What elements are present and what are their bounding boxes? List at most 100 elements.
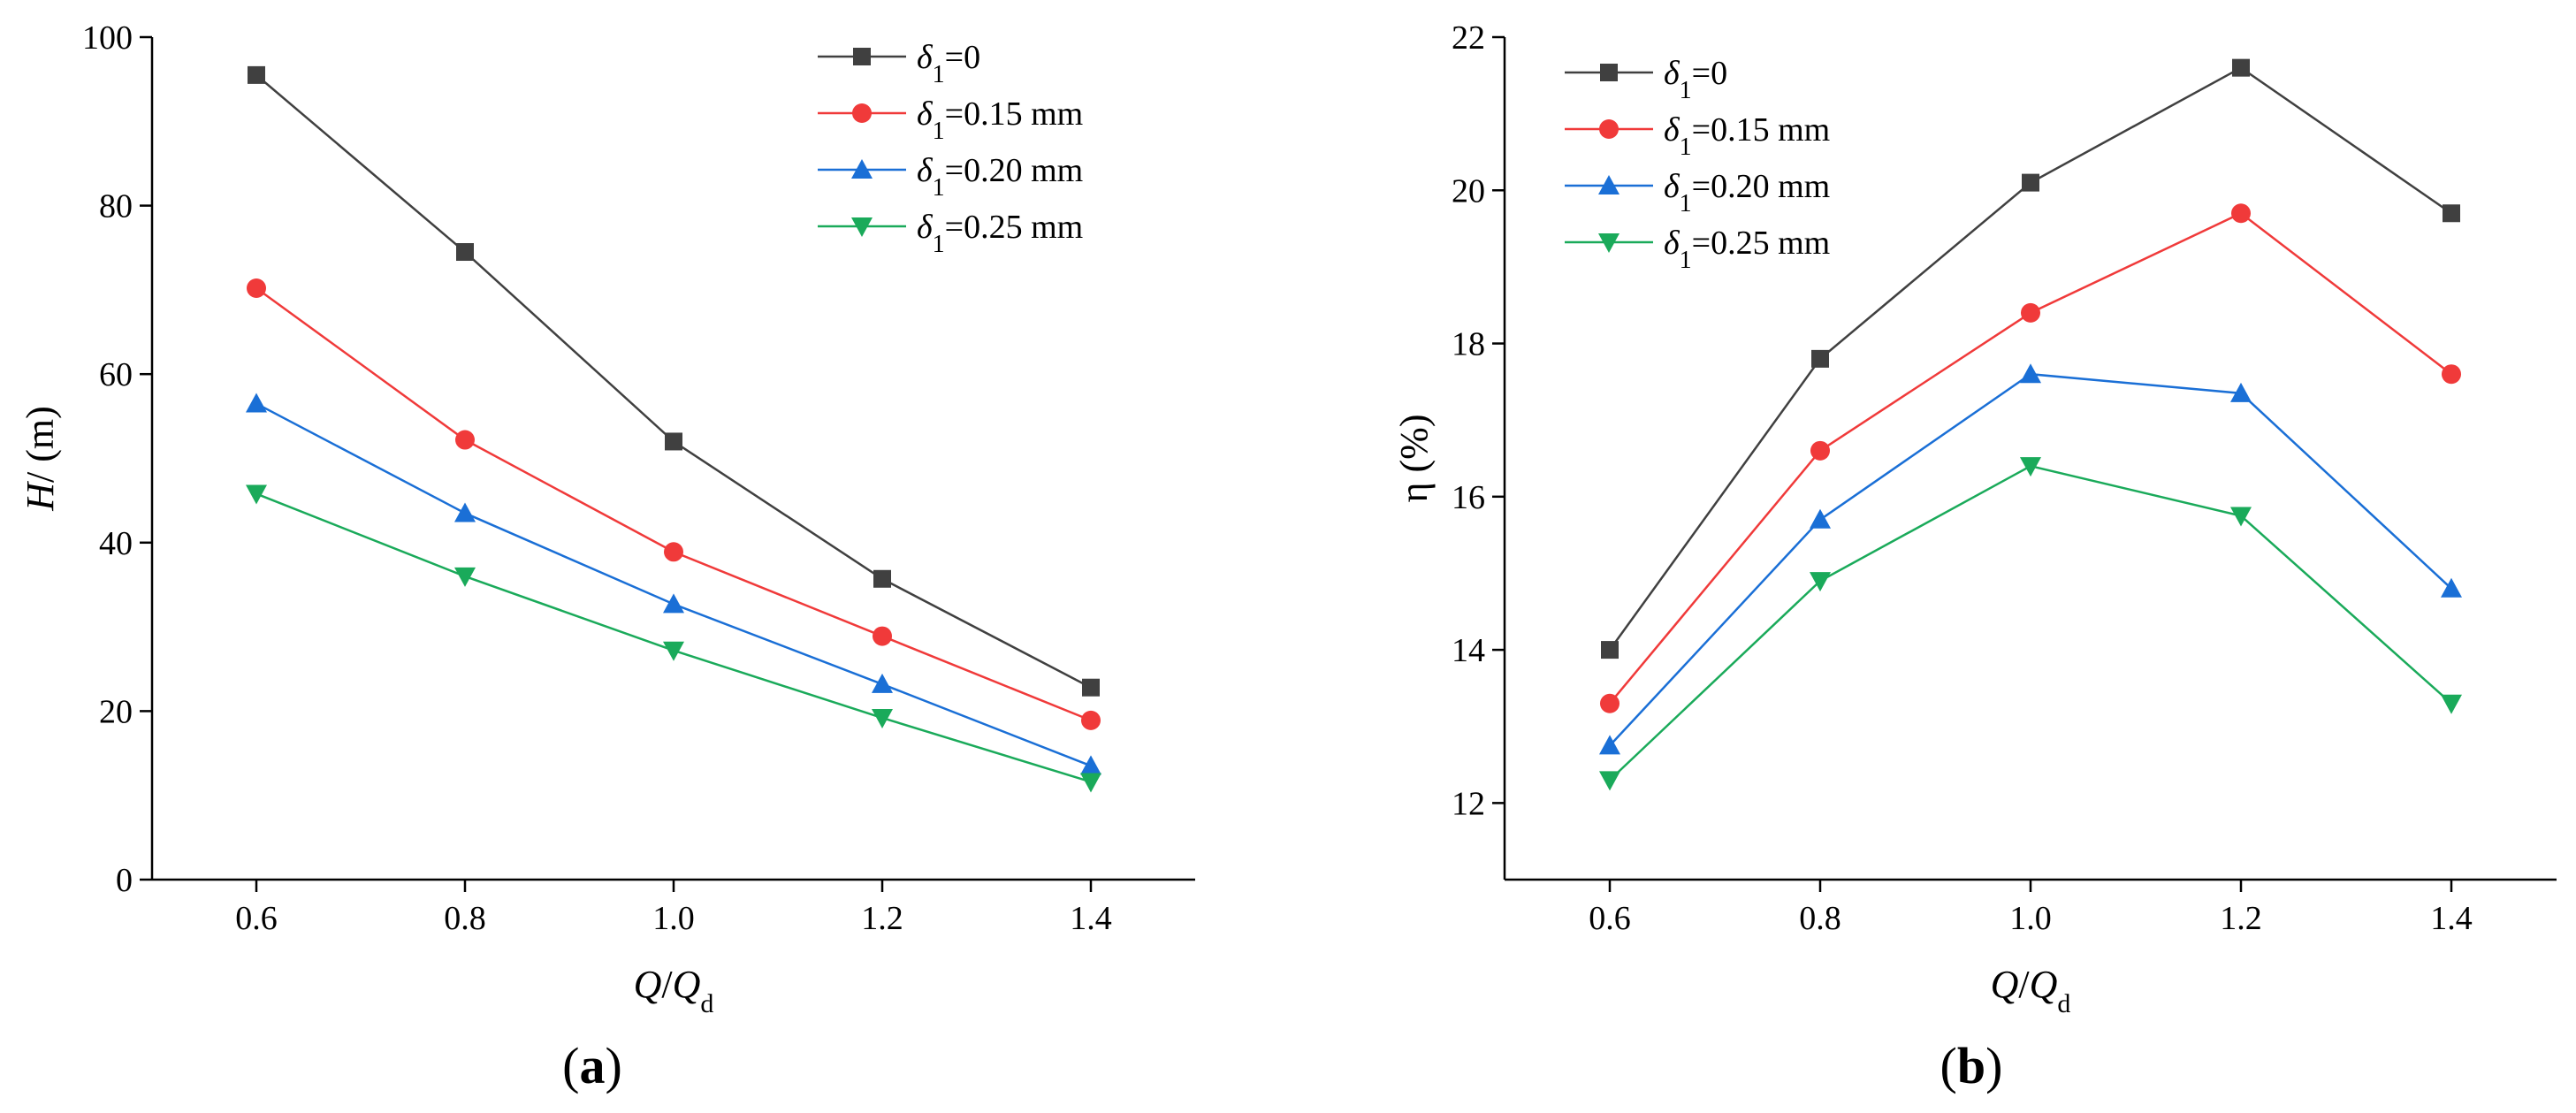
legend-rest: =0.20 mm — [1692, 168, 1831, 205]
data-point-s3-0 — [246, 484, 267, 505]
x-axis-title-sub: d — [700, 989, 713, 1018]
legend-item: δ1=0.20 mm — [818, 152, 1083, 202]
data-point-s2-3 — [2230, 382, 2252, 402]
legend-rest: =0.15 mm — [1692, 111, 1831, 149]
legend-subscript: 1 — [1680, 133, 1692, 161]
legend-rest: =0.15 mm — [945, 95, 1084, 133]
legend-symbol: δ — [917, 152, 934, 189]
panel-paren-close: ) — [606, 1037, 622, 1094]
data-point-s1-0 — [247, 278, 266, 298]
legend-item: δ1=0.20 mm — [1565, 168, 1830, 217]
data-point-s1-1 — [455, 430, 475, 450]
y-tick-label: 40 — [99, 525, 133, 562]
panel-letter: b — [1957, 1037, 1985, 1094]
legend-rest: =0.25 mm — [1692, 225, 1831, 262]
data-point-s2-4 — [1080, 755, 1101, 775]
data-point-s0-4 — [1082, 678, 1100, 697]
x-axis-title-sub: d — [2057, 989, 2070, 1018]
legend-label: δ1=0.25 mm — [917, 209, 1083, 258]
legend-subscript: 1 — [933, 118, 945, 145]
data-point-s2-4 — [2441, 577, 2462, 598]
data-point-s1-4 — [1081, 710, 1101, 730]
legend-rest: =0.25 mm — [945, 209, 1084, 246]
series-line-2 — [255, 402, 1092, 767]
data-point-s0-4 — [2443, 204, 2460, 223]
data-point-s3-4 — [2441, 694, 2462, 714]
data-point-s1-1 — [1810, 440, 1830, 461]
x-axis-title-q: Q — [1991, 963, 2019, 1006]
y-tick-label: 16 — [1452, 479, 1485, 516]
panel-paren-close: ) — [1985, 1037, 2002, 1094]
data-point-s3-4 — [1080, 773, 1101, 793]
legend-item: δ1=0.15 mm — [818, 95, 1083, 145]
panel-label: (a) — [562, 1037, 622, 1094]
series-0 — [248, 65, 1100, 697]
y-axis-title: H/ (m) — [19, 406, 62, 512]
y-axis-title-rest: η (%) — [1392, 415, 1436, 503]
x-tick-label: 0.6 — [1589, 900, 1631, 937]
legend-subscript: 1 — [933, 231, 945, 258]
series-2 — [1599, 363, 2462, 755]
legend-subscript: 1 — [1680, 77, 1692, 104]
x-axis-title: Q/Qd — [634, 963, 714, 1018]
y-axis-title: η (%) — [1392, 415, 1436, 503]
legend-marker — [1598, 233, 1620, 253]
y-tick-label: 20 — [99, 693, 133, 730]
y-tick-label: 14 — [1452, 632, 1485, 669]
data-point-s2-1 — [454, 502, 476, 522]
data-point-s1-2 — [2021, 302, 2040, 323]
series-0 — [1601, 58, 2460, 659]
y-tick-label: 20 — [1452, 172, 1485, 210]
data-point-s3-0 — [1599, 771, 1620, 791]
data-point-s1-3 — [873, 626, 892, 646]
y-tick-label: 80 — [99, 188, 133, 225]
legend-label: δ1=0 — [1664, 55, 1727, 104]
data-point-s0-0 — [248, 65, 265, 84]
data-point-s0-3 — [873, 569, 891, 588]
data-point-s3-3 — [872, 709, 893, 729]
x-axis-title-qd: Q — [673, 963, 701, 1006]
panel-label: (b) — [1940, 1037, 2003, 1094]
legend-symbol: δ — [1664, 225, 1680, 262]
y-tick-label: 100 — [82, 19, 133, 57]
legend-item: δ1=0.15 mm — [1565, 111, 1830, 161]
series-line-3 — [255, 492, 1092, 783]
x-axis-title-slash: / — [2018, 963, 2030, 1006]
panel-paren-open: ( — [562, 1037, 579, 1094]
x-axis-title-slash: / — [661, 963, 673, 1006]
x-axis-title-q: Q — [634, 963, 662, 1006]
legend-subscript: 1 — [933, 61, 945, 88]
x-tick-label: 0.8 — [1799, 900, 1841, 937]
panel-letter: a — [580, 1037, 606, 1094]
data-point-s2-2 — [2020, 363, 2041, 384]
legend-item: δ1=0 — [818, 39, 980, 88]
x-tick-label: 0.8 — [444, 900, 486, 937]
legend-symbol: δ — [917, 39, 934, 76]
panel-paren-open: ( — [1940, 1037, 1957, 1094]
legend-label: δ1=0.15 mm — [917, 95, 1083, 145]
y-tick-label: 22 — [1452, 19, 1485, 57]
data-point-s0-2 — [665, 432, 682, 451]
legend-label: δ1=0.15 mm — [1664, 111, 1830, 161]
legend-item: δ1=0.25 mm — [818, 209, 1083, 258]
legend-label: δ1=0.20 mm — [917, 152, 1083, 202]
legend-label: δ1=0 — [917, 39, 980, 88]
data-point-s2-3 — [872, 673, 893, 693]
x-tick-label: 1.2 — [2220, 900, 2262, 937]
data-point-s0-2 — [2022, 173, 2039, 192]
y-axis-title-rest: / (m) — [19, 406, 62, 483]
x-axis-title-qd: Q — [2030, 963, 2058, 1006]
data-point-s2-2 — [663, 593, 684, 614]
legend-rest: =0 — [945, 39, 980, 76]
legend-label: δ1=0.25 mm — [1664, 225, 1830, 274]
data-point-s1-3 — [2231, 203, 2251, 224]
data-point-s0-0 — [1601, 641, 1619, 659]
series-1 — [247, 278, 1101, 730]
legend-symbol: δ — [917, 209, 934, 246]
legend-subscript: 1 — [1680, 247, 1692, 274]
data-point-s2-0 — [246, 393, 267, 413]
legend-symbol: δ — [917, 95, 934, 133]
